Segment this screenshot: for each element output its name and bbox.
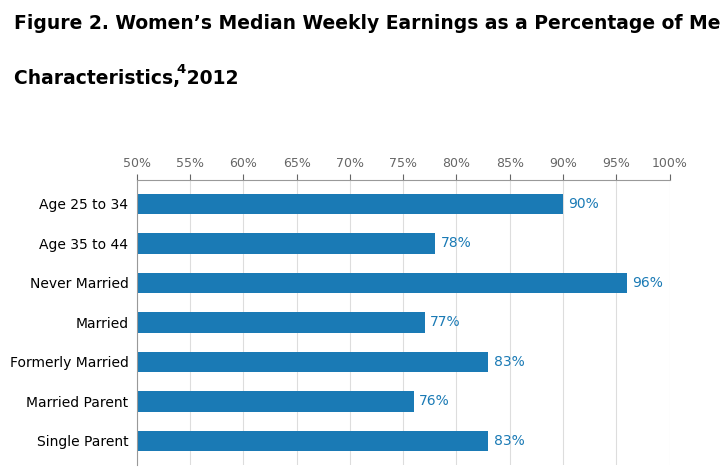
Bar <box>137 312 425 333</box>
Text: 78%: 78% <box>441 237 472 250</box>
Bar <box>137 352 488 372</box>
Text: Characteristics, 2012: Characteristics, 2012 <box>14 69 239 88</box>
Text: 4: 4 <box>176 63 186 75</box>
Text: 96%: 96% <box>632 276 663 290</box>
Bar <box>137 391 414 411</box>
Text: 77%: 77% <box>430 315 461 329</box>
Text: Figure 2. Women’s Median Weekly Earnings as a Percentage of Men’s by Selected: Figure 2. Women’s Median Weekly Earnings… <box>14 14 720 33</box>
Text: 83%: 83% <box>494 355 525 369</box>
Bar <box>137 233 435 254</box>
Bar <box>137 193 563 214</box>
Text: 76%: 76% <box>419 394 450 408</box>
Bar <box>137 430 488 451</box>
Text: 83%: 83% <box>494 434 525 448</box>
Bar <box>137 273 627 293</box>
Text: 90%: 90% <box>568 197 599 211</box>
